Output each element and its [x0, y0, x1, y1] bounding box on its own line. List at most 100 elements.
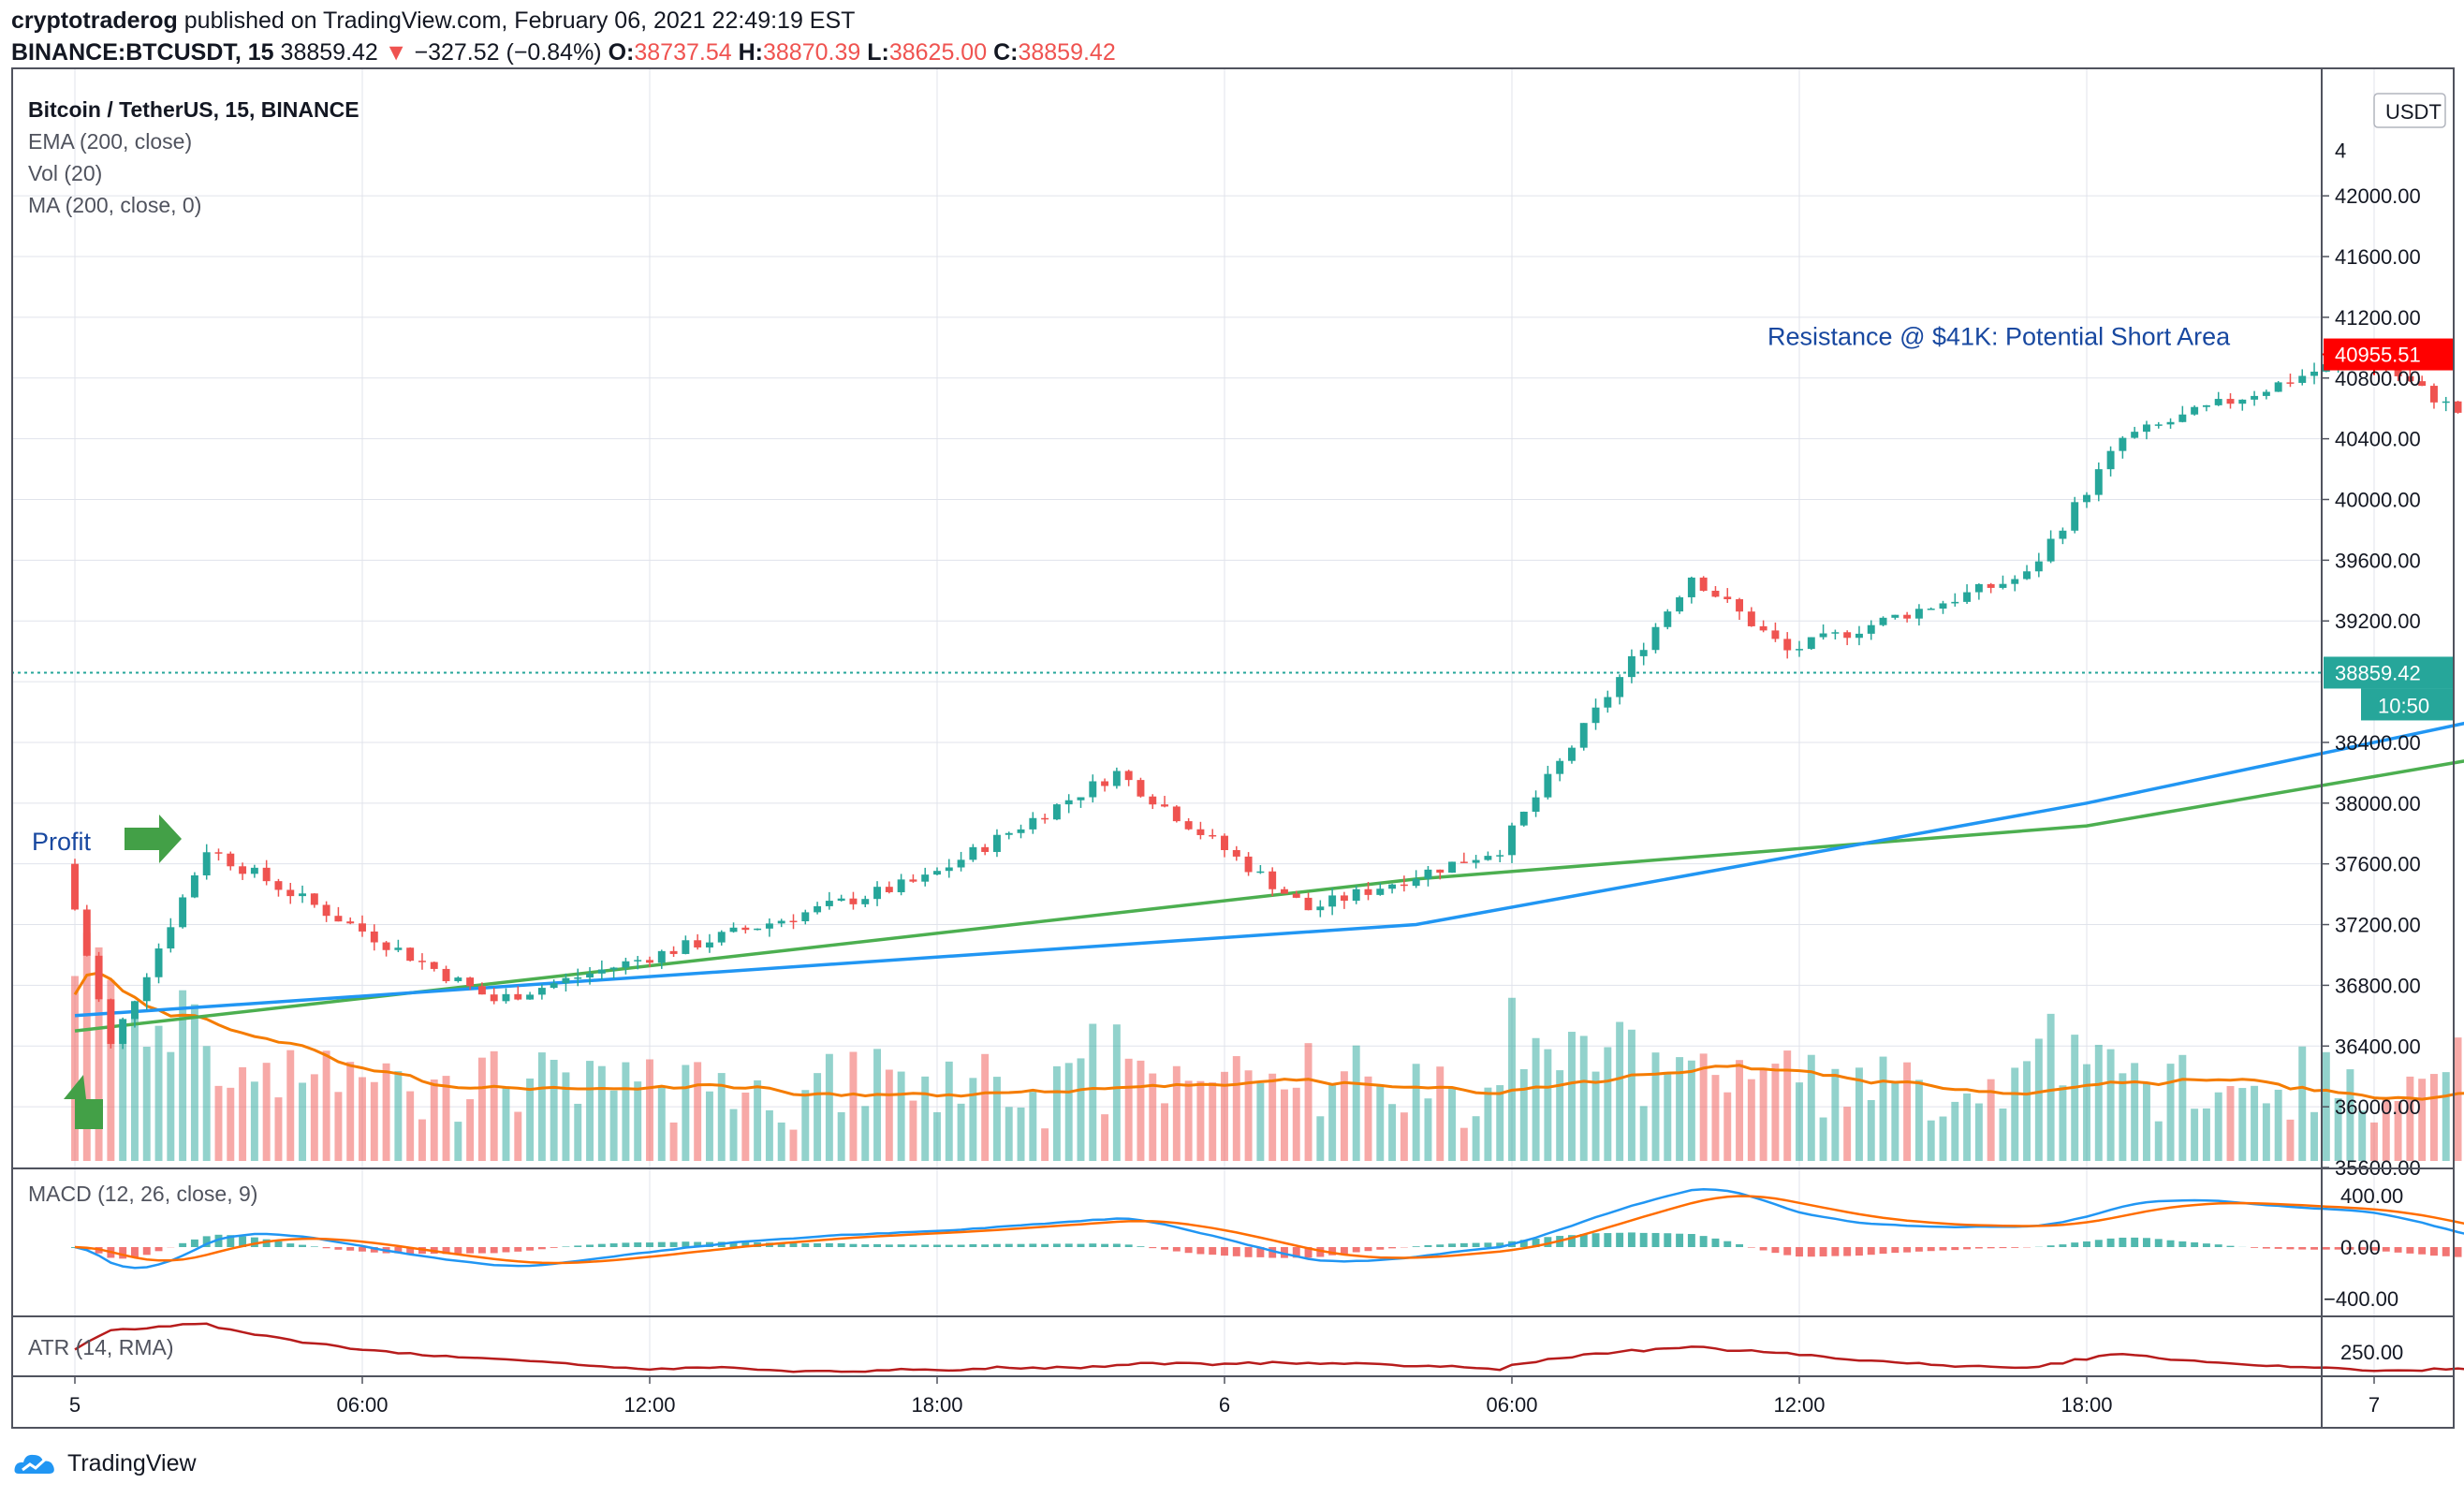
last-price-tag [2324, 656, 2455, 689]
candle-body [418, 961, 426, 962]
candle-body [1891, 614, 1899, 618]
volume-bar [2394, 1101, 2402, 1161]
volume-bar [2286, 1119, 2295, 1161]
candle-body [1604, 697, 1612, 708]
candle-body [777, 920, 785, 924]
candle-body [1556, 760, 1564, 774]
macd-histogram-bar [274, 1241, 283, 1247]
candle-body [1616, 677, 1624, 698]
macd-histogram-bar [2298, 1247, 2307, 1250]
volume-bar [1783, 1050, 1792, 1161]
macd-histogram-bar [669, 1241, 678, 1247]
volume-bar [1496, 1085, 1504, 1161]
volume-bar [1209, 1082, 1217, 1161]
volume-bar [789, 1129, 798, 1161]
macd-histogram-bar [837, 1243, 845, 1247]
candle-body [885, 887, 893, 892]
volume-bar [1052, 1065, 1061, 1161]
candle-body [682, 940, 690, 954]
candle-body [1651, 626, 1660, 651]
candle-body [1939, 603, 1947, 609]
volume-bar [71, 976, 79, 1161]
macd-histogram-bar [1244, 1247, 1253, 1257]
volume-bar [1891, 1082, 1899, 1161]
candle-body [1017, 829, 1025, 833]
volume-bar [179, 990, 187, 1161]
candle-body [1184, 821, 1193, 830]
candle-body [1747, 611, 1755, 626]
close-label: C: [993, 39, 1019, 66]
volume-bar [1029, 1092, 1037, 1161]
volume-bar [1879, 1056, 1887, 1161]
candle-body [442, 968, 450, 981]
macd-histogram-bar [334, 1247, 343, 1250]
volume-bar [1101, 1114, 1109, 1161]
volume-bar [609, 1090, 618, 1161]
candle-body [95, 955, 103, 1000]
volume-bar [825, 1053, 833, 1161]
macd-histogram-bar [1687, 1234, 1695, 1247]
candle-body [646, 960, 653, 963]
candle-body [1472, 859, 1480, 863]
macd-histogram-bar [1436, 1244, 1445, 1247]
volume-bar [310, 1074, 318, 1161]
candle-body [2310, 371, 2319, 376]
macd-histogram-bar [1412, 1246, 1420, 1247]
candle-body [754, 928, 762, 931]
volume-bar [1939, 1116, 1947, 1161]
volume-bar [969, 1078, 977, 1161]
volume-bar [2370, 1122, 2378, 1161]
candle-body [1903, 614, 1912, 619]
macd-histogram-bar [2394, 1247, 2402, 1253]
volume-bar [1304, 1043, 1313, 1161]
volume-bar [1196, 1080, 1205, 1161]
macd-histogram-bar [2094, 1240, 2103, 1247]
candle-body [2442, 401, 2450, 404]
candle-body [897, 879, 905, 892]
candle-body [2166, 421, 2175, 425]
macd-histogram-bar [1903, 1247, 1912, 1253]
candle-body [622, 961, 630, 968]
candle-body [861, 899, 870, 904]
candle-body [586, 973, 594, 978]
author-name[interactable]: cryptotraderog [11, 7, 178, 34]
volume-bar [95, 947, 103, 1161]
macd-histogram-bar [1963, 1247, 1972, 1250]
macd-histogram-bar [262, 1239, 271, 1247]
macd-histogram-bar [1604, 1233, 1612, 1247]
up-arrow-icon [64, 1075, 103, 1129]
macd-histogram-bar [1184, 1247, 1193, 1254]
macd-histogram-bar [1699, 1236, 1708, 1247]
macd-histogram-bar [359, 1247, 366, 1252]
profit-arrows [64, 815, 182, 1129]
macd-histogram-bar [2370, 1247, 2378, 1251]
volume-bar [1759, 1068, 1767, 1161]
ma200-line [74, 759, 2464, 1033]
macd-histogram-bar [2011, 1247, 2019, 1248]
volume-bar [777, 1122, 785, 1161]
volume-bar [1244, 1070, 1253, 1161]
candle-body [1591, 707, 1600, 724]
volume-bar [1089, 1023, 1097, 1161]
candle-body [1256, 871, 1265, 874]
open-label: O: [608, 39, 635, 66]
macd-histogram-bar [130, 1247, 139, 1258]
macd-histogram-bar [1112, 1243, 1121, 1247]
macd-histogram-bar [1172, 1247, 1181, 1252]
macd-histogram-bar [1519, 1240, 1528, 1247]
volume-bar [1017, 1107, 1025, 1161]
macd-histogram-bar [1161, 1247, 1169, 1250]
macd-histogram-bar [490, 1247, 498, 1254]
macd-histogram-bar [562, 1246, 570, 1247]
tradingview-logo[interactable]: TradingView [13, 1449, 197, 1477]
macd-histogram-bar [1077, 1243, 1085, 1247]
macd-histogram-bar [1221, 1247, 1228, 1256]
macd-histogram-bar [477, 1247, 486, 1254]
candle-body [1664, 611, 1672, 627]
volume-bar [1627, 1029, 1635, 1161]
macd-histogram-bar [2046, 1245, 2055, 1247]
volume-bar [897, 1071, 905, 1161]
volume-bar [382, 1063, 390, 1161]
volume-bar [1831, 1068, 1840, 1161]
